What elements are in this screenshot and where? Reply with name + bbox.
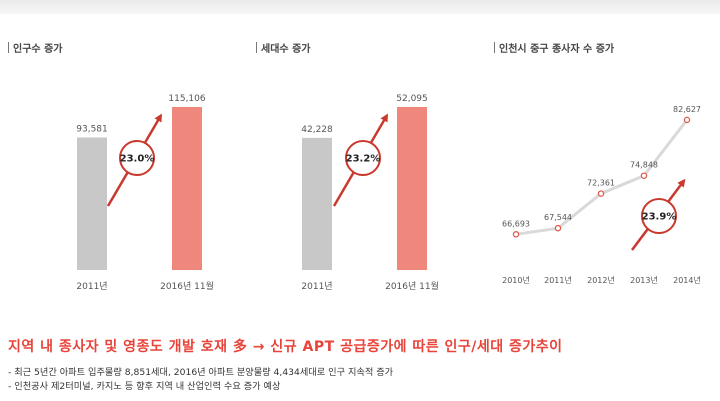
data-label: 67,544 xyxy=(544,213,572,222)
bullet-item-2: - 인천공사 제2터미널, 카지노 등 향후 지역 내 산업인력 수요 증가 예… xyxy=(8,381,281,392)
bullet-list: - 최근 5년간 아파트 입주물량 8,851세대, 2016년 아파트 분양물… xyxy=(8,366,393,394)
x-tick-label: 2013년 xyxy=(630,275,658,285)
data-point xyxy=(640,172,648,179)
x-tick-label: 2011년 xyxy=(301,281,332,292)
panel-title-households: 세대수 증가 xyxy=(256,40,310,55)
panel-title-population: 인구수 증가 xyxy=(8,40,62,55)
bullet-item-1: - 최근 5년간 아파트 입주물량 8,851세대, 2016년 아파트 분양물… xyxy=(8,367,394,378)
growth-badge xyxy=(119,140,155,176)
bar xyxy=(397,107,427,270)
growth-badge xyxy=(641,198,677,234)
x-tick-label: 2016년 11월 xyxy=(385,280,439,292)
x-tick-label: 2014년 xyxy=(673,275,701,285)
bar xyxy=(77,137,107,270)
x-tick-label: 2010년 xyxy=(502,275,530,285)
data-label: 66,693 xyxy=(502,219,530,228)
charts-canvas: 93,581 2011년 115,106 2016년 11월 23.0% 42,228 20… xyxy=(76,94,701,292)
growth-label: 23.0% xyxy=(120,154,155,165)
data-label: 42,228 xyxy=(301,125,333,135)
data-point xyxy=(597,190,605,197)
growth-label: 23.9% xyxy=(642,212,677,223)
bar xyxy=(302,137,332,270)
headline: 지역 내 종사자 및 영종도 개발 호재 多 → 신규 APT 공급증가에 따른… xyxy=(8,339,563,355)
data-label: 93,581 xyxy=(76,124,108,134)
data-label: 74,848 xyxy=(630,161,658,170)
x-tick-label: 2016년 11월 xyxy=(160,280,214,292)
x-tick-label: 2011년 xyxy=(544,275,572,285)
data-point xyxy=(512,231,520,238)
data-point xyxy=(554,224,562,232)
data-label: 82,627 xyxy=(673,105,701,114)
growth-badge xyxy=(345,140,381,176)
data-point xyxy=(683,116,691,124)
panel-title-workers: 인천시 중구 종사자 수 증가 xyxy=(494,40,614,55)
data-label: 52,095 xyxy=(396,94,428,104)
top-bar xyxy=(0,0,720,14)
data-label: 72,361 xyxy=(587,179,615,188)
data-label: 115,106 xyxy=(168,94,205,104)
x-tick-label: 2011년 xyxy=(76,281,107,292)
growth-label: 23.2% xyxy=(346,154,381,165)
bar xyxy=(172,107,202,270)
x-tick-label: 2012년 xyxy=(587,275,615,285)
